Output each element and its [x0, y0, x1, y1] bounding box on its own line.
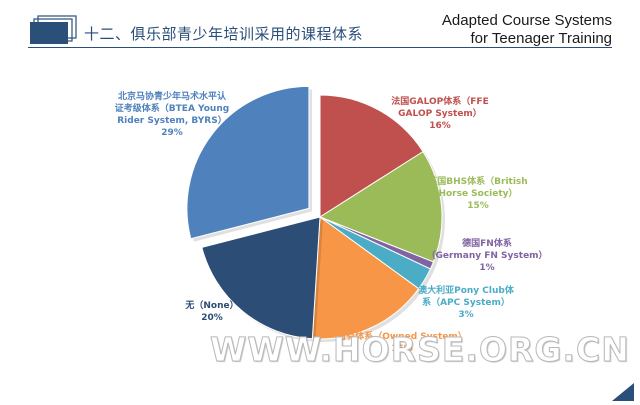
page-title: 十二、俱乐部青少年培训采用的课程体系 — [84, 25, 364, 43]
page-title-english: Adapted Course Systems for Teenager Trai… — [442, 12, 612, 48]
pie-label-apc: 澳大利亚Pony Club体系（APC System） 3% — [418, 284, 515, 320]
pie-label-line: 法国GALOP体系（FFE — [391, 95, 488, 107]
pie-label-line: 1% — [479, 263, 494, 273]
pie-label-owned: 自有体系（Owned System） 16% — [337, 330, 467, 354]
corner-decoration-icon — [612, 383, 634, 401]
pie-label-fn: 德国FN体系（Germany FN System） 1% — [426, 237, 547, 273]
pie-slice-bhs — [318, 150, 443, 263]
pie-label-ffe: 法国GALOP体系（FFE GALOP System） 16% — [391, 95, 488, 131]
header-logo-icon — [30, 15, 77, 44]
page-title-english-line2: for Teenager Training — [470, 30, 612, 47]
pie-label-none: 无（None） 20% — [184, 300, 238, 323]
pie-label-line: 3% — [458, 310, 473, 320]
pie-label-line: Horse Society） — [438, 188, 517, 199]
pie-slice-ffe — [319, 94, 424, 218]
pie-slice-btea — [186, 85, 310, 240]
pie-label-line: 16% — [391, 344, 413, 354]
header-divider — [28, 47, 612, 48]
page-title-english-line1: Adapted Course Systems — [441, 12, 612, 29]
pie-label-line: 无（None） — [184, 300, 238, 311]
pie-label-bhs: 英国BHS体系（British Horse Society） 15% — [427, 175, 527, 211]
pie-label-line: 证考级体系（BTEA Young — [115, 102, 229, 114]
pie-label-line: 北京马协青少年马术水平认 — [118, 90, 227, 102]
pie-label-line: 16% — [429, 121, 451, 131]
pie-label-line: 系（APC System） — [422, 296, 510, 308]
pie-label-line: GALOP System） — [398, 108, 482, 119]
pie-slice-owned — [311, 216, 420, 340]
pie-label-line: 20% — [201, 313, 223, 323]
pie-label-line: 15% — [467, 201, 489, 211]
pie-label-btea: 北京马协青少年马术水平认证考级体系（BTEA Young Rider System… — [115, 90, 229, 138]
pie-label-line: 自有体系（Owned System） — [337, 330, 467, 342]
pie-label-line: Rider System, BYRS） — [117, 115, 226, 126]
pie-label-line: 澳大利亚Pony Club体 — [418, 284, 515, 296]
pie-label-line: （Germany FN System） — [426, 250, 547, 261]
watermark-text: WWW.HORSE.ORG.CN — [210, 330, 630, 370]
pie-label-line: 德国FN体系 — [462, 237, 512, 249]
pie-label-line: 英国BHS体系（British — [427, 175, 527, 187]
pie-slice-none — [201, 216, 321, 340]
pie-label-line: 29% — [161, 128, 183, 138]
